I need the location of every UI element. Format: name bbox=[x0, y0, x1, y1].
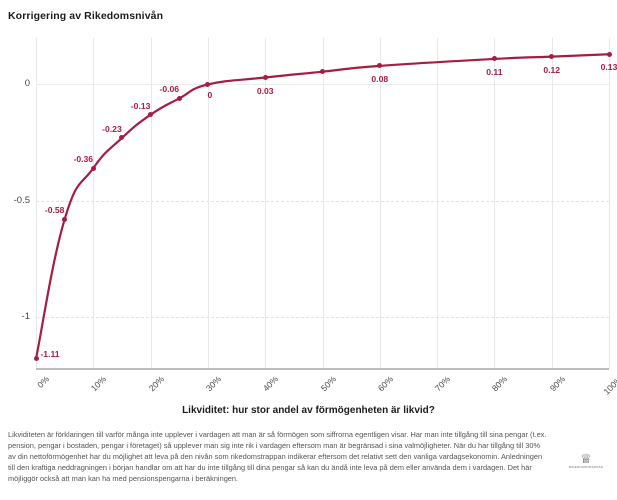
data-point-label: -0.06 bbox=[159, 84, 180, 95]
chart-series-line: -1.11 -0.58 -0.36 -0.23 -0.13 -0.06 0 0.03 0.08 0… bbox=[0, 30, 617, 370]
vertical-gridline bbox=[379, 38, 381, 368]
horizontal-gridline bbox=[36, 200, 609, 202]
vertical-gridline bbox=[36, 38, 37, 368]
chart-title: Korrigering av Rikedomsnivån bbox=[8, 10, 164, 22]
vertical-gridline bbox=[207, 38, 209, 368]
data-point-marker[interactable] bbox=[176, 95, 182, 101]
vertical-gridline bbox=[150, 38, 152, 368]
vertical-gridline bbox=[322, 38, 324, 368]
data-point-marker[interactable] bbox=[491, 56, 497, 62]
data-point-label: 0.08 bbox=[371, 73, 389, 84]
data-point-marker[interactable] bbox=[549, 54, 555, 60]
data-point-label: -0.58 bbox=[44, 205, 65, 216]
y-axis-tick-label: -0.5 bbox=[13, 194, 30, 206]
chart-gridlines bbox=[0, 30, 617, 370]
footer-description: Likviditeten är förklaringen till varför… bbox=[8, 430, 547, 483]
data-point-label: 0.03 bbox=[256, 85, 274, 96]
data-point-marker[interactable] bbox=[62, 216, 68, 222]
chart-plot-area: 0 -0.5 -1 0% 10% 20% 30% 40% 50% 60% 70% 80% 90% 100%… bbox=[0, 30, 617, 397]
data-point-label: -0.36 bbox=[73, 154, 94, 165]
data-point-marker[interactable] bbox=[320, 69, 325, 75]
x-axis-line bbox=[36, 368, 609, 370]
data-point-label: -1.11 bbox=[40, 348, 60, 359]
data-point-marker[interactable] bbox=[148, 112, 154, 118]
data-point-marker[interactable] bbox=[377, 63, 383, 69]
data-point-label: 0.11 bbox=[486, 66, 503, 77]
data-point-label: -0.23 bbox=[102, 123, 122, 134]
data-point-marker[interactable] bbox=[262, 75, 268, 80]
y-axis-tick-label: -1 bbox=[21, 310, 30, 322]
vertical-gridline bbox=[551, 38, 553, 368]
horizontal-gridline bbox=[36, 84, 609, 86]
data-point-label: 0.12 bbox=[543, 64, 561, 75]
vertical-gridline bbox=[93, 38, 95, 368]
crown-icon: ♕ bbox=[580, 451, 592, 466]
vertical-gridline bbox=[265, 38, 267, 368]
brand-wordmark: RIKEDOMSTRAPPAN bbox=[568, 465, 604, 469]
data-point-label: -0.13 bbox=[130, 100, 151, 111]
y-axis-tick-label: 0 bbox=[24, 78, 30, 90]
data-point-marker[interactable] bbox=[90, 165, 96, 171]
vertical-gridline bbox=[609, 38, 610, 368]
horizontal-gridline bbox=[36, 316, 609, 318]
data-point-label: 0.13 bbox=[600, 62, 617, 73]
x-axis-title: Likviditet: hur stor andel av förmögenhe… bbox=[182, 405, 435, 416]
brand-logo: ♕ RIKEDOMSTRAPPAN bbox=[566, 452, 606, 470]
chart-axes: 0 -0.5 -1 0% 10% 20% 30% 40% 50% 60% 70% 80% 90% 100% bbox=[0, 30, 617, 396]
vertical-gridline bbox=[494, 38, 496, 368]
series-path bbox=[34, 53, 611, 360]
data-point-marker[interactable] bbox=[606, 51, 612, 57]
data-point-label: 0 bbox=[207, 90, 213, 101]
data-point-marker[interactable] bbox=[119, 135, 125, 141]
data-point-marker[interactable] bbox=[33, 356, 39, 362]
data-point-marker[interactable] bbox=[205, 81, 211, 87]
vertical-gridline bbox=[437, 38, 439, 368]
